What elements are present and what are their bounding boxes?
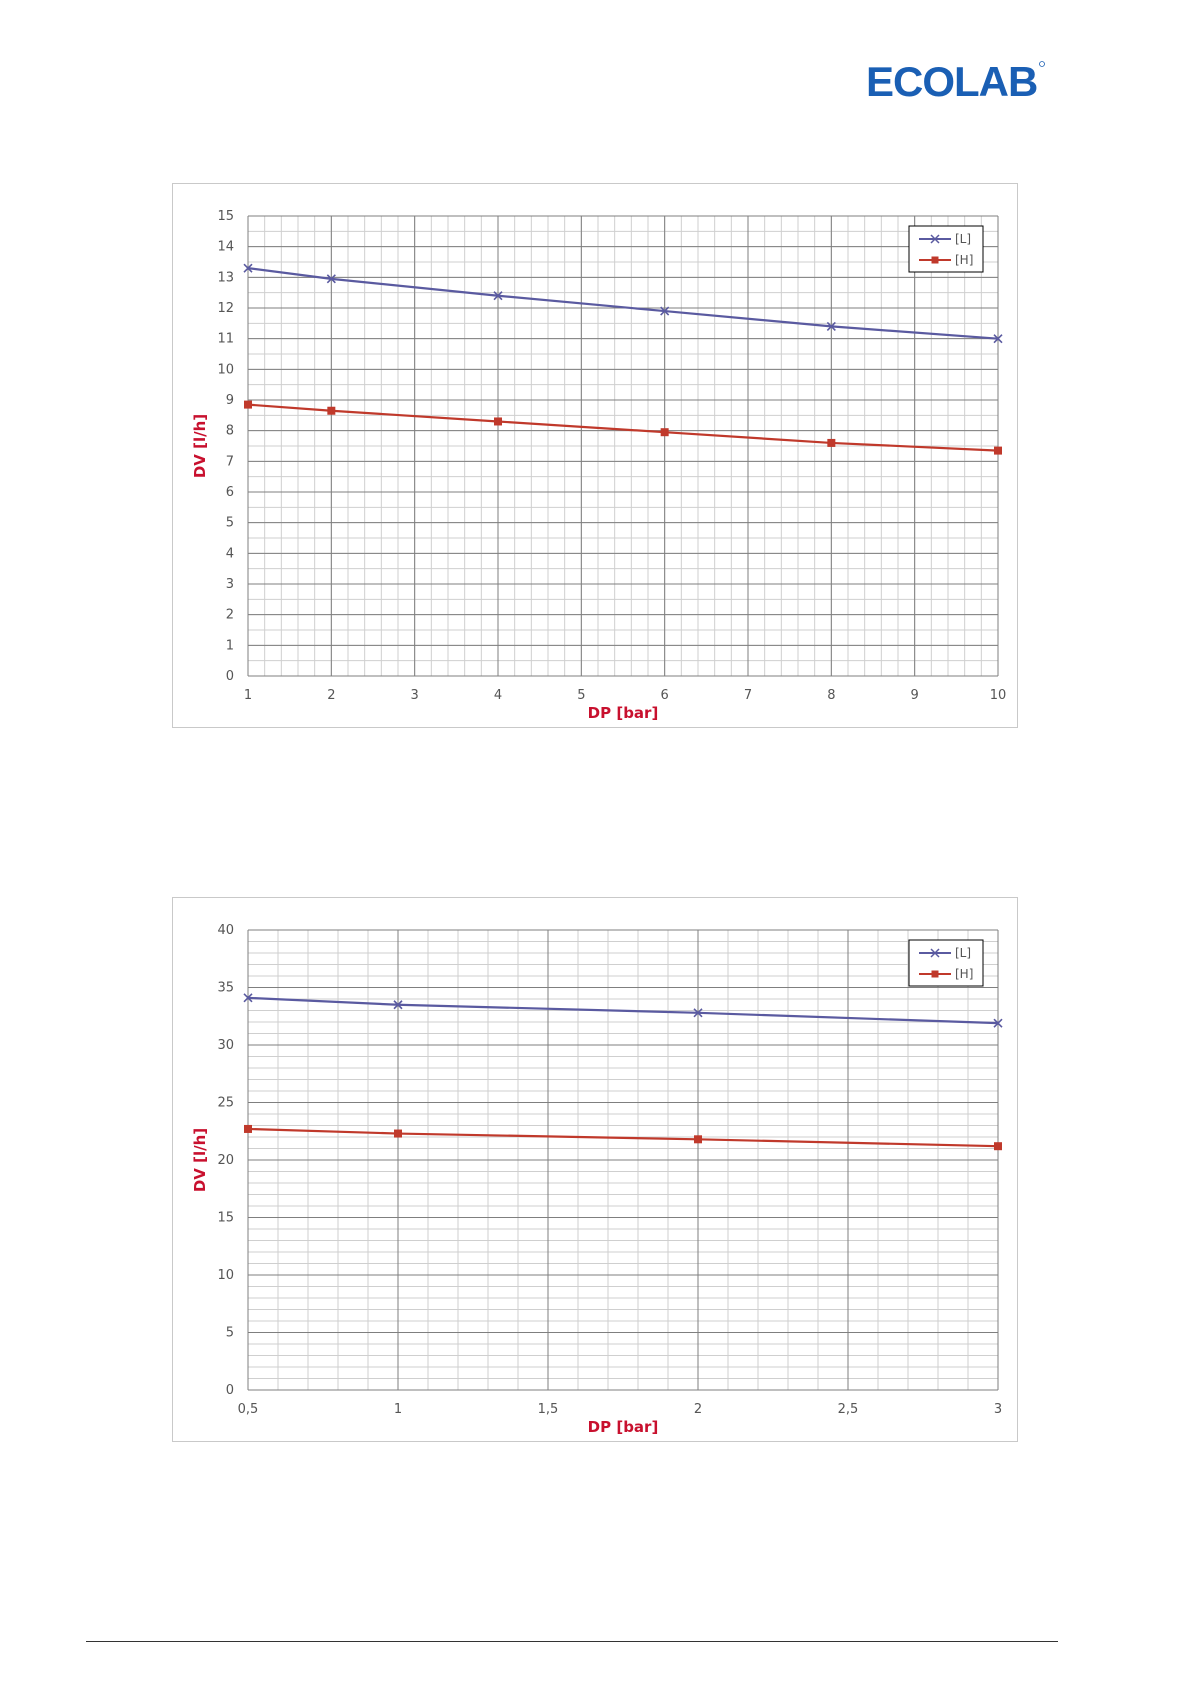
chart1-data-point	[993, 334, 1003, 344]
chart1-y-tick-label: 12	[217, 301, 234, 316]
chart2-x-tick-label: 2,5	[838, 1402, 859, 1417]
chart2-data-point	[243, 993, 253, 1003]
chart1-series-line	[247, 403, 999, 452]
chart1-x-tick-label: 6	[661, 688, 669, 703]
flow-chart-2: 0,5 1 1,5 2 2,5 3 0 5 10 15 20 25 30 35 40 DP [bar] DV […	[172, 897, 1018, 1442]
chart2-data-point	[244, 1124, 252, 1133]
chart2-series-line	[247, 996, 999, 1025]
chart1-y-tick-label: 3	[226, 577, 234, 592]
chart1-data-point	[327, 406, 336, 415]
chart1-y-tick-label: 2	[226, 608, 234, 623]
chart1-legend: [L] [H]	[908, 225, 984, 273]
ecolab-logo-text: ECOLAB	[866, 58, 1037, 104]
chart1-y-tick-label: 6	[226, 485, 234, 500]
chart1-series-l	[243, 263, 1003, 344]
chart1-y-tick-label: 9	[226, 393, 234, 408]
chart1-legend-box	[908, 225, 984, 273]
chart2-data-point	[694, 1135, 702, 1144]
chart1-gridlines	[247, 215, 999, 677]
chart1-legend-marker	[930, 234, 940, 244]
registered-mark-icon	[1039, 61, 1045, 67]
chart1-data-point	[827, 438, 836, 447]
chart1-x-tick-label: 7	[744, 688, 752, 703]
chart1-y-tick-label: 10	[217, 362, 234, 377]
chart1-data-point	[244, 400, 252, 409]
chart1-data-point	[660, 306, 670, 316]
chart1-y-tick-label: 11	[217, 332, 234, 347]
chart2-y-tick-label: 20	[217, 1153, 234, 1168]
chart1-x-tick-label: 1	[244, 688, 252, 703]
chart1-x-tick-label: 9	[911, 688, 919, 703]
chart2-x-tick-label: 0,5	[238, 1402, 259, 1417]
chart1-data-point	[826, 321, 836, 331]
chart1-y-tick-label: 4	[226, 546, 234, 561]
chart1-y-tick-label: 0	[226, 669, 234, 684]
chart2-legend: [L] [H]	[908, 939, 984, 987]
chart1-y-tick-label: 5	[226, 516, 234, 531]
chart2-y-tick-label: 30	[217, 1038, 234, 1053]
chart2-legend-label: [H]	[955, 967, 973, 981]
chart1-y-tick-label: 15	[217, 209, 234, 224]
chart1-data-point	[326, 274, 336, 284]
chart1-y-tick-label: 7	[226, 454, 234, 469]
chart1-x-tick-label: 3	[411, 688, 419, 703]
ecolab-logo: ECOLAB	[866, 58, 1046, 105]
chart2-series-h	[244, 1124, 1002, 1151]
chart2-legend-label: [L]	[955, 946, 971, 960]
chart1-x-tick-label: 2	[327, 688, 335, 703]
chart2-legend-marker	[930, 948, 940, 958]
chart2-legend-box	[908, 939, 984, 987]
chart1-x-tick-label: 4	[494, 688, 502, 703]
chart1-y-tick-label: 1	[226, 638, 234, 653]
footer-divider	[86, 1641, 1058, 1642]
chart2-gridlines	[247, 929, 999, 1391]
chart1-legend-label: [H]	[955, 253, 973, 267]
chart2-y-axis-title: DV [l/h]	[191, 1128, 209, 1192]
chart1-x-tick-label: 5	[577, 688, 585, 703]
chart2-y-tick-label: 5	[226, 1326, 234, 1341]
chart2-data-point	[993, 1018, 1003, 1028]
chart2-series-line	[247, 1127, 999, 1148]
chart2-y-tick-label: 40	[217, 923, 234, 938]
chart2-y-tick-label: 15	[217, 1211, 234, 1226]
chart1-x-tick-label: 8	[827, 688, 835, 703]
chart2-y-tick-label: 25	[217, 1096, 234, 1111]
chart2-data-point	[693, 1008, 703, 1018]
chart2-y-tick-label: 10	[217, 1268, 234, 1283]
chart2-series-l	[243, 993, 1003, 1028]
chart2-y-tick-label: 0	[226, 1383, 234, 1398]
flow-chart-1: 1 2 3 4 5 6 7 8 9 10 0 1 2 3 4 5 6 7 8 9 10 11 12 13 14 15 DP [bar…	[172, 183, 1018, 728]
chart1-x-tick-label: 10	[990, 688, 1007, 703]
chart2-x-tick-label: 1,5	[538, 1402, 559, 1417]
chart1-legend-marker	[931, 256, 939, 264]
chart2-x-tick-label: 3	[994, 1402, 1002, 1417]
chart1-data-point	[493, 291, 503, 301]
chart1-y-axis-title: DV [l/h]	[191, 414, 209, 478]
chart1-y-tick-label: 8	[226, 424, 234, 439]
chart2-x-tick-label: 1	[394, 1402, 402, 1417]
chart1-legend-label: [L]	[955, 232, 971, 246]
chart2-data-point	[994, 1142, 1002, 1151]
chart1-data-point	[494, 417, 502, 426]
chart2-y-tick-label: 35	[217, 981, 234, 996]
chart1-data-point	[994, 446, 1002, 455]
chart2-data-point	[393, 1000, 403, 1010]
chart1-y-tick-label: 13	[217, 270, 234, 285]
chart1-x-axis-title: DP [bar]	[588, 704, 659, 722]
chart2-x-tick-label: 2	[694, 1402, 702, 1417]
chart2-data-point	[394, 1129, 402, 1138]
chart2-legend-marker	[931, 970, 939, 978]
chart1-data-point	[243, 263, 253, 273]
chart1-y-tick-label: 14	[217, 240, 234, 255]
chart2-x-axis-title: DP [bar]	[588, 1418, 659, 1436]
chart1-series-h	[244, 400, 1002, 455]
chart1-data-point	[660, 428, 669, 437]
chart1-series-line	[247, 267, 999, 340]
